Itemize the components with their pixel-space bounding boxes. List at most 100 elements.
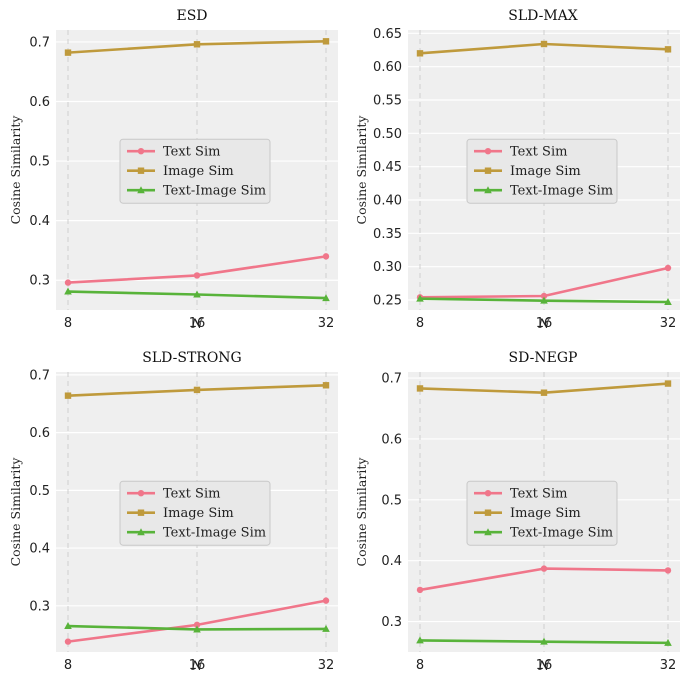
data-point xyxy=(137,167,145,174)
legend-label: Text-Image Sim xyxy=(163,526,266,541)
data-point xyxy=(137,148,145,155)
data-point xyxy=(137,186,145,194)
data-point xyxy=(322,624,330,632)
x-axis-label: N xyxy=(537,659,550,674)
data-point xyxy=(540,40,548,48)
data-point xyxy=(540,565,548,572)
data-point xyxy=(416,50,424,57)
legend-box xyxy=(119,480,271,546)
data-point xyxy=(664,298,672,305)
legend-box xyxy=(466,480,618,546)
subplot-title: SD-NEGP xyxy=(509,350,578,366)
data-point xyxy=(193,625,201,633)
data-point xyxy=(416,385,424,392)
data-point xyxy=(193,621,201,629)
data-point xyxy=(484,186,492,194)
data-point xyxy=(484,148,492,155)
data-point xyxy=(322,294,330,302)
data-point xyxy=(64,392,72,399)
y-tick-label: 0.3 xyxy=(381,615,402,630)
x-tick-label: 16 xyxy=(189,658,206,673)
y-axis-label: Cosine Similarity xyxy=(8,457,23,567)
x-tick-label: 8 xyxy=(416,316,424,331)
subplot-title: SLD-MAX xyxy=(508,8,578,24)
data-point xyxy=(64,622,72,630)
x-axis-label: N xyxy=(190,659,203,674)
subplot-4: 0.3 0.4 0.5 0.6 0.7 8 16 32 SD-NEGP Cosine Simila… xyxy=(354,350,680,674)
y-tick-label: 0.35 xyxy=(373,227,402,242)
legend-label: Text Sim xyxy=(163,145,220,160)
legend-label: Image Sim xyxy=(510,164,581,179)
y-tick-label: 0.5 xyxy=(29,155,50,170)
legend: Text Sim Image Sim Text-Image Sim xyxy=(466,138,618,204)
y-tick-label: 0.25 xyxy=(373,294,402,309)
subplot-3: 0.3 0.4 0.5 0.6 0.7 8 16 32 SLD-STRONG Cosine Sim… xyxy=(8,350,338,674)
data-point xyxy=(64,49,72,56)
data-point xyxy=(322,382,330,389)
y-tick-label: 0.50 xyxy=(373,127,402,142)
y-tick-label: 0.55 xyxy=(373,94,402,109)
legend-label: Text-Image Sim xyxy=(510,184,613,199)
data-point xyxy=(484,528,492,536)
subplot-1: 0.3 0.4 0.5 0.6 0.7 8 16 32 ESD Cosine Similarity… xyxy=(8,8,338,332)
data-point xyxy=(664,264,672,272)
y-tick-label: 0.60 xyxy=(373,60,402,75)
data-point xyxy=(416,294,424,302)
y-axis-label: Cosine Similarity xyxy=(8,115,23,225)
subplot-title: SLD-STRONG xyxy=(142,350,241,366)
y-tick-label: 0.65 xyxy=(373,27,402,42)
legend-label: Text Sim xyxy=(510,145,567,160)
y-tick-label: 0.4 xyxy=(29,542,50,557)
y-tick-label: 0.45 xyxy=(373,160,402,175)
data-point xyxy=(540,296,548,304)
y-tick-label: 0.6 xyxy=(381,432,402,447)
y-tick-label: 0.3 xyxy=(29,599,50,614)
x-axis-label: N xyxy=(537,317,550,332)
subplot-2: 0.25 0.30 0.35 0.40 0.45 0.50 0.55 0.60 0.65 8 16 3… xyxy=(354,8,680,332)
legend-label: Text-Image Sim xyxy=(163,184,266,199)
y-tick-label: 0.6 xyxy=(29,426,50,441)
data-point xyxy=(322,253,330,260)
x-tick-label: 16 xyxy=(189,316,206,331)
x-tick-label: 16 xyxy=(536,316,553,331)
data-point xyxy=(193,386,201,394)
x-tick-label: 32 xyxy=(660,316,677,331)
y-tick-label: 0.7 xyxy=(381,372,402,387)
data-point xyxy=(664,380,672,387)
data-point xyxy=(664,567,672,574)
x-axis-label: N xyxy=(190,317,203,332)
data-point xyxy=(137,509,145,516)
data-point xyxy=(137,528,145,536)
y-tick-label: 0.4 xyxy=(381,554,402,569)
data-point xyxy=(193,272,201,279)
x-tick-label: 8 xyxy=(64,316,72,331)
data-point xyxy=(416,636,424,644)
subplot-title: ESD xyxy=(176,8,207,24)
legend: Text Sim Image Sim Text-Image Sim xyxy=(119,480,271,546)
data-point xyxy=(193,41,201,48)
y-tick-label: 0.6 xyxy=(29,95,50,110)
legend-label: Text-Image Sim xyxy=(510,526,613,541)
data-point xyxy=(540,389,548,396)
data-point xyxy=(322,38,330,45)
x-tick-label: 32 xyxy=(318,658,335,673)
data-point xyxy=(664,638,672,646)
data-point xyxy=(484,509,492,516)
y-tick-label: 0.3 xyxy=(29,274,50,289)
legend-label: Image Sim xyxy=(163,164,234,179)
x-tick-label: 16 xyxy=(536,658,553,673)
y-tick-label: 0.5 xyxy=(381,493,402,508)
y-axis-label: Cosine Similarity xyxy=(354,115,369,225)
data-point xyxy=(664,46,672,53)
y-tick-label: 0.7 xyxy=(29,368,50,383)
data-point xyxy=(137,490,145,497)
data-point xyxy=(540,637,548,645)
data-point xyxy=(64,279,72,286)
y-tick-label: 0.30 xyxy=(373,260,402,275)
x-tick-label: 8 xyxy=(64,658,72,673)
data-point xyxy=(193,290,201,298)
legend-box xyxy=(119,138,271,204)
data-point xyxy=(416,586,424,594)
data-point xyxy=(322,597,330,604)
